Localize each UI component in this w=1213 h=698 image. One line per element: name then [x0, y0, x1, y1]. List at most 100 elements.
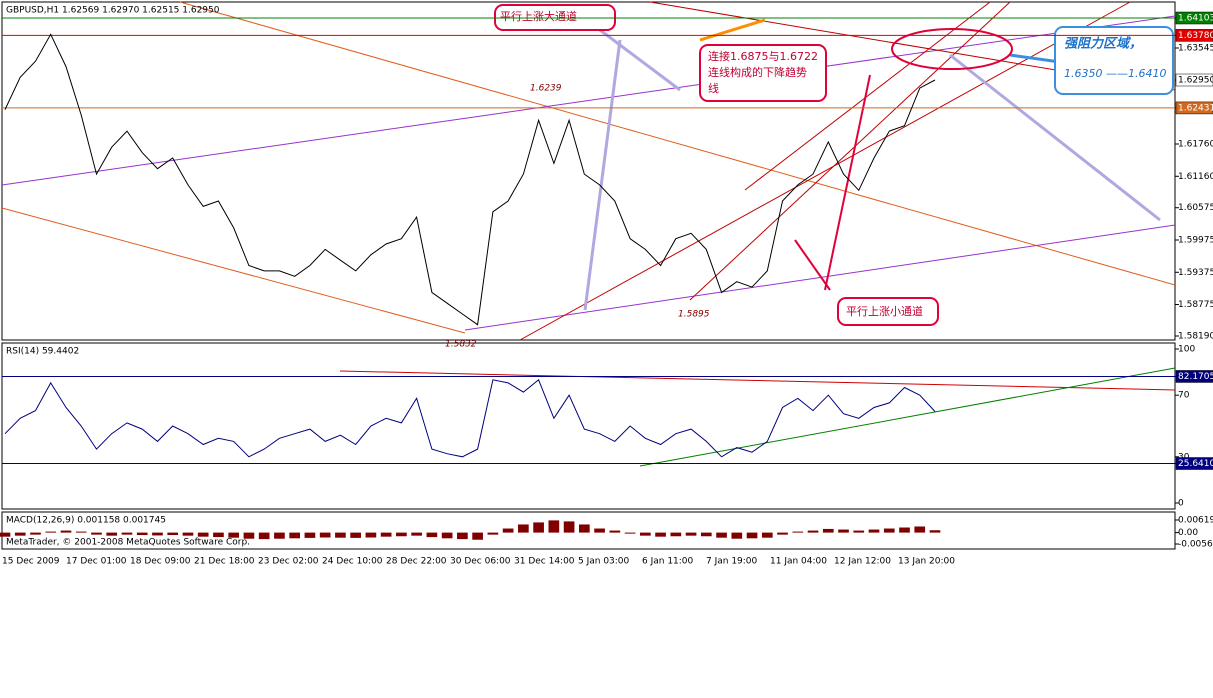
- histogram-bar: [45, 531, 57, 533]
- chart-title: GBPUSD,H1 1.62569 1.62970 1.62515 1.6295…: [6, 6, 220, 16]
- histogram-bar: [319, 532, 331, 538]
- y-tick-label: 1.63780: [1178, 31, 1213, 41]
- histogram-bar: [731, 532, 743, 539]
- histogram-bar: [197, 532, 209, 537]
- price-line: [4, 378, 936, 458]
- histogram-bar: [167, 532, 179, 536]
- x-tick-label: 12 Jan 12:00: [834, 557, 891, 567]
- y-tick-label: 0.00: [1178, 528, 1198, 538]
- histogram-bar: [533, 522, 544, 533]
- tick-highlight: [1175, 370, 1213, 383]
- rsi-title: RSI(14) 59.4402: [6, 347, 79, 357]
- x-tick-label: 11 Jan 04:00: [770, 557, 827, 567]
- callout: 平行上涨小通道: [846, 304, 923, 318]
- tick-highlight: [1175, 73, 1213, 87]
- histogram-bar: [213, 532, 224, 538]
- y-tick-label: 1.62431: [1178, 103, 1213, 113]
- histogram-bar: [563, 521, 575, 533]
- histogram-bar: [655, 532, 666, 537]
- histogram-bar: [365, 532, 377, 538]
- histogram-bar: [91, 532, 102, 535]
- histogram-bar: [594, 528, 605, 533]
- histogram-bar: [274, 532, 285, 539]
- x-tick-label: 18 Dec 09:00: [130, 557, 191, 567]
- x-tick-label: 21 Dec 18:00: [194, 557, 255, 567]
- histogram-bar: [106, 532, 118, 536]
- callout: 线: [708, 81, 719, 95]
- y-tick-label: 1.59975: [1178, 236, 1213, 246]
- histogram-bar: [518, 524, 529, 533]
- annotation: 1.5895: [678, 310, 710, 320]
- histogram-bar: [396, 532, 407, 537]
- price-panel: [1, 1, 1176, 341]
- y-tick-label: 1.58190: [1178, 332, 1213, 342]
- histogram-bar: [472, 532, 483, 540]
- annotations: 1.6239 1.5895 1.5832: [445, 84, 710, 350]
- x-tick-label: 5 Jan 03:00: [578, 557, 630, 567]
- histogram-bar: [624, 532, 636, 534]
- x-tick-label: 28 Dec 22:00: [386, 557, 447, 567]
- histogram-bar: [14, 532, 26, 536]
- callout: 1.6350 ——1.6410: [1064, 67, 1166, 80]
- histogram-bar: [670, 532, 682, 537]
- callout: 连线构成的下降趋势: [708, 65, 807, 79]
- tick-highlight: [1175, 101, 1213, 115]
- histogram-bar: [30, 532, 41, 535]
- histogram-bar: [822, 528, 834, 533]
- histogram-bar: [228, 532, 240, 538]
- tick-highlight: [1175, 11, 1213, 25]
- y-tick-label: 1.60575: [1178, 203, 1213, 213]
- rsi-panel: [1, 342, 1176, 510]
- histogram-bar: [75, 531, 87, 533]
- histogram-bar: [426, 532, 438, 538]
- histogram-bar: [487, 532, 499, 535]
- y-tick-label: 1.63545: [1178, 44, 1213, 54]
- trend-lines: [1, 1, 1176, 467]
- histogram-bar: [60, 530, 72, 533]
- annotation: 1.6239: [530, 84, 562, 94]
- histogram-bar: [0, 532, 11, 537]
- histogram-bar: [121, 532, 133, 535]
- y-tick-label: 1.61160: [1178, 172, 1213, 182]
- annotation: 1.5832: [445, 340, 477, 350]
- x-tick-label: 24 Dec 10:00: [322, 557, 383, 567]
- x-tick-label: 30 Dec 06:00: [450, 557, 511, 567]
- x-tick-label: 6 Jan 11:00: [642, 557, 694, 567]
- histogram-bar: [335, 532, 346, 538]
- histogram-bar: [182, 532, 194, 536]
- y-tick-label: 25.6410: [1178, 459, 1213, 469]
- histogram-bar: [304, 532, 316, 538]
- histogram-bar: [289, 532, 301, 539]
- y-tick-label: 1.64103: [1178, 14, 1213, 24]
- macd-panel: [1, 511, 1176, 550]
- x-tick-label: 13 Jan 20:00: [898, 557, 955, 567]
- footer: MetaTrader, © 2001-2008 MetaQuotes Softw…: [6, 538, 250, 548]
- callout: 连接1.6875与1.6722: [708, 50, 818, 63]
- tick-highlight: [1175, 457, 1213, 470]
- y-tick-label: 100: [1178, 345, 1195, 355]
- histogram-bar: [853, 530, 865, 533]
- histogram-bar: [609, 530, 621, 533]
- histogram-bar: [457, 532, 468, 540]
- histogram-bar: [929, 530, 941, 533]
- histogram-bar: [685, 532, 697, 536]
- histogram-bar: [243, 532, 255, 539]
- x-tick-label: 31 Dec 14:00: [514, 557, 575, 567]
- histogram-bar: [716, 532, 727, 538]
- histogram-bar: [258, 532, 270, 540]
- histogram-bar: [777, 532, 788, 535]
- callout: 平行上涨大通道: [500, 9, 577, 23]
- y-tick-label: -0.00560: [1178, 540, 1213, 550]
- histogram-bar: [868, 529, 880, 533]
- x-tick-label: 17 Dec 01:00: [66, 557, 127, 567]
- y-tick-label: 0.00619: [1178, 516, 1213, 526]
- histogram-bar: [700, 532, 712, 537]
- histogram-bar: [152, 532, 163, 536]
- y-tick-label: 1.62950: [1178, 76, 1213, 86]
- histogram-bar: [639, 532, 651, 536]
- histogram-bar: [136, 532, 148, 536]
- histogram-bar: [761, 532, 773, 538]
- y-tick-label: 1.59375: [1178, 268, 1213, 278]
- histogram-bar: [380, 532, 392, 537]
